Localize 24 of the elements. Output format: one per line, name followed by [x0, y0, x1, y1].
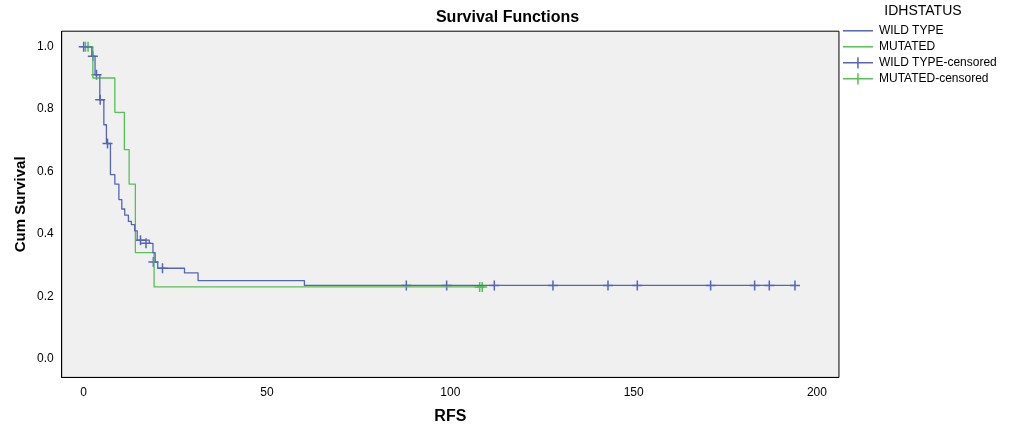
y-tick-label: 0.4 — [36, 226, 54, 241]
point — [87, 50, 99, 62]
y-tick-label: 1.0 — [36, 39, 54, 54]
legend-label: WILD TYPE-censored — [878, 55, 997, 70]
x-tick-label: 200 — [806, 384, 828, 399]
x-tick-label: 100 — [440, 384, 461, 399]
x-axis-title: RFS — [434, 406, 467, 424]
x-tick-label: 0 — [80, 384, 88, 399]
legend-label: MUTATED — [878, 39, 936, 54]
x-tick-label: 150 — [623, 384, 644, 399]
legend-label: WILD TYPE — [878, 23, 944, 38]
point — [156, 262, 169, 274]
y-tick-label: 0.6 — [36, 163, 54, 178]
legend-label: MUTATED-censored — [878, 71, 989, 86]
point — [94, 94, 106, 106]
y-tick-label: 0.0 — [36, 351, 54, 365]
point — [101, 137, 114, 150]
legend-title: IDHSTATUS — [884, 1, 962, 18]
y-axis-title: Cum Survival — [11, 156, 29, 253]
chart-title: Survival Functions — [435, 8, 580, 26]
y-tick-label: 0.8 — [36, 101, 54, 116]
y-tick-label: 0.2 — [36, 288, 54, 303]
point — [90, 69, 103, 81]
x-tick-label: 50 — [260, 384, 274, 399]
